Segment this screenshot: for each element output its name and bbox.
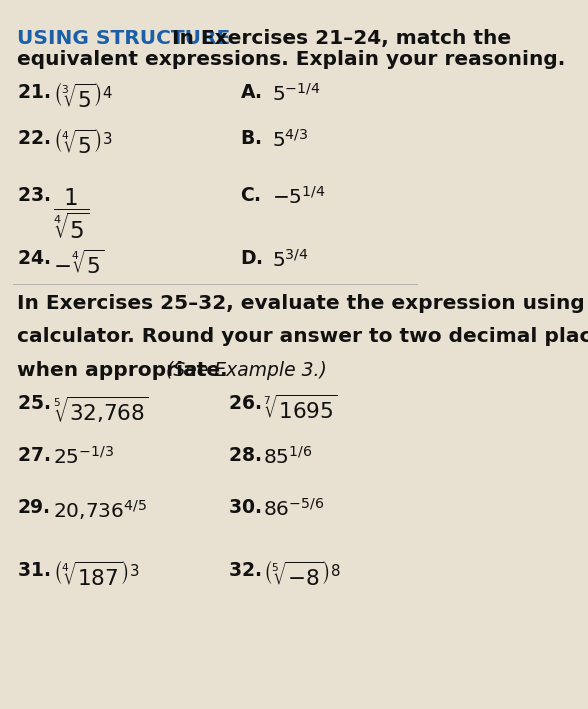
Text: $\mathbf{30.}$: $\mathbf{30.}$ — [228, 498, 260, 517]
Text: $\mathbf{21.}$: $\mathbf{21.}$ — [17, 83, 50, 101]
Text: In Exercises 25–32, evaluate the expression using a: In Exercises 25–32, evaluate the express… — [17, 294, 588, 313]
Text: $85^{1/6}$: $85^{1/6}$ — [263, 445, 313, 467]
Text: $\mathbf{22.}$: $\mathbf{22.}$ — [17, 129, 50, 148]
Text: $\mathbf{24.}$: $\mathbf{24.}$ — [17, 250, 50, 269]
Text: $20{,}736^{4/5}$: $20{,}736^{4/5}$ — [53, 498, 146, 522]
Text: equivalent expressions. Explain your reasoning.: equivalent expressions. Explain your rea… — [17, 50, 565, 69]
Text: $\mathbf{27.}$: $\mathbf{27.}$ — [17, 445, 50, 464]
Text: $\mathbf{D.}$: $\mathbf{D.}$ — [240, 250, 263, 269]
Text: $\left(\sqrt[4]{5}\right)^3$: $\left(\sqrt[4]{5}\right)^3$ — [53, 129, 112, 158]
Text: $86^{-5/6}$: $86^{-5/6}$ — [263, 498, 325, 520]
Text: $\left(\sqrt[3]{5}\right)^4$: $\left(\sqrt[3]{5}\right)^4$ — [53, 83, 113, 112]
Text: $\mathbf{26.}$: $\mathbf{26.}$ — [228, 394, 260, 413]
Text: $\left(\sqrt[5]{-8}\right)^8$: $\left(\sqrt[5]{-8}\right)^8$ — [263, 562, 342, 591]
Text: $\mathbf{32.}$: $\mathbf{32.}$ — [228, 562, 260, 580]
Text: $5^{4/3}$: $5^{4/3}$ — [272, 129, 308, 151]
Text: $5^{3/4}$: $5^{3/4}$ — [272, 250, 309, 272]
Text: USING STRUCTURE: USING STRUCTURE — [17, 28, 230, 48]
Text: $\mathbf{C.}$: $\mathbf{C.}$ — [240, 186, 261, 206]
Text: In Exercises 21–24, match the: In Exercises 21–24, match the — [158, 28, 511, 48]
Text: $\sqrt[7]{1695}$: $\sqrt[7]{1695}$ — [263, 394, 338, 423]
Text: $\dfrac{1}{\sqrt[4]{5}}$: $\dfrac{1}{\sqrt[4]{5}}$ — [53, 186, 89, 241]
Text: $\mathbf{23.}$: $\mathbf{23.}$ — [17, 186, 50, 206]
Text: $-\sqrt[4]{5}$: $-\sqrt[4]{5}$ — [53, 250, 105, 278]
Text: $\mathbf{31.}$: $\mathbf{31.}$ — [17, 562, 50, 580]
Text: $\mathbf{B.}$: $\mathbf{B.}$ — [240, 129, 262, 148]
Text: $\left(\sqrt[4]{187}\right)^3$: $\left(\sqrt[4]{187}\right)^3$ — [53, 562, 140, 591]
Text: $5^{-1/4}$: $5^{-1/4}$ — [272, 83, 320, 104]
Text: when appropriate.: when appropriate. — [17, 361, 235, 380]
Text: $\mathbf{29.}$: $\mathbf{29.}$ — [17, 498, 49, 517]
Text: calculator. Round your answer to two decimal places: calculator. Round your answer to two dec… — [17, 327, 588, 346]
Text: $25^{-1/3}$: $25^{-1/3}$ — [53, 445, 114, 467]
Text: (See Example 3.): (See Example 3.) — [166, 361, 328, 380]
Text: $\mathbf{28.}$: $\mathbf{28.}$ — [228, 445, 260, 464]
Text: $-5^{1/4}$: $-5^{1/4}$ — [272, 186, 326, 208]
Text: $\sqrt[5]{32{,}768}$: $\sqrt[5]{32{,}768}$ — [53, 394, 149, 425]
Text: $\mathbf{A.}$: $\mathbf{A.}$ — [240, 83, 262, 101]
Text: $\mathbf{25.}$: $\mathbf{25.}$ — [17, 394, 50, 413]
